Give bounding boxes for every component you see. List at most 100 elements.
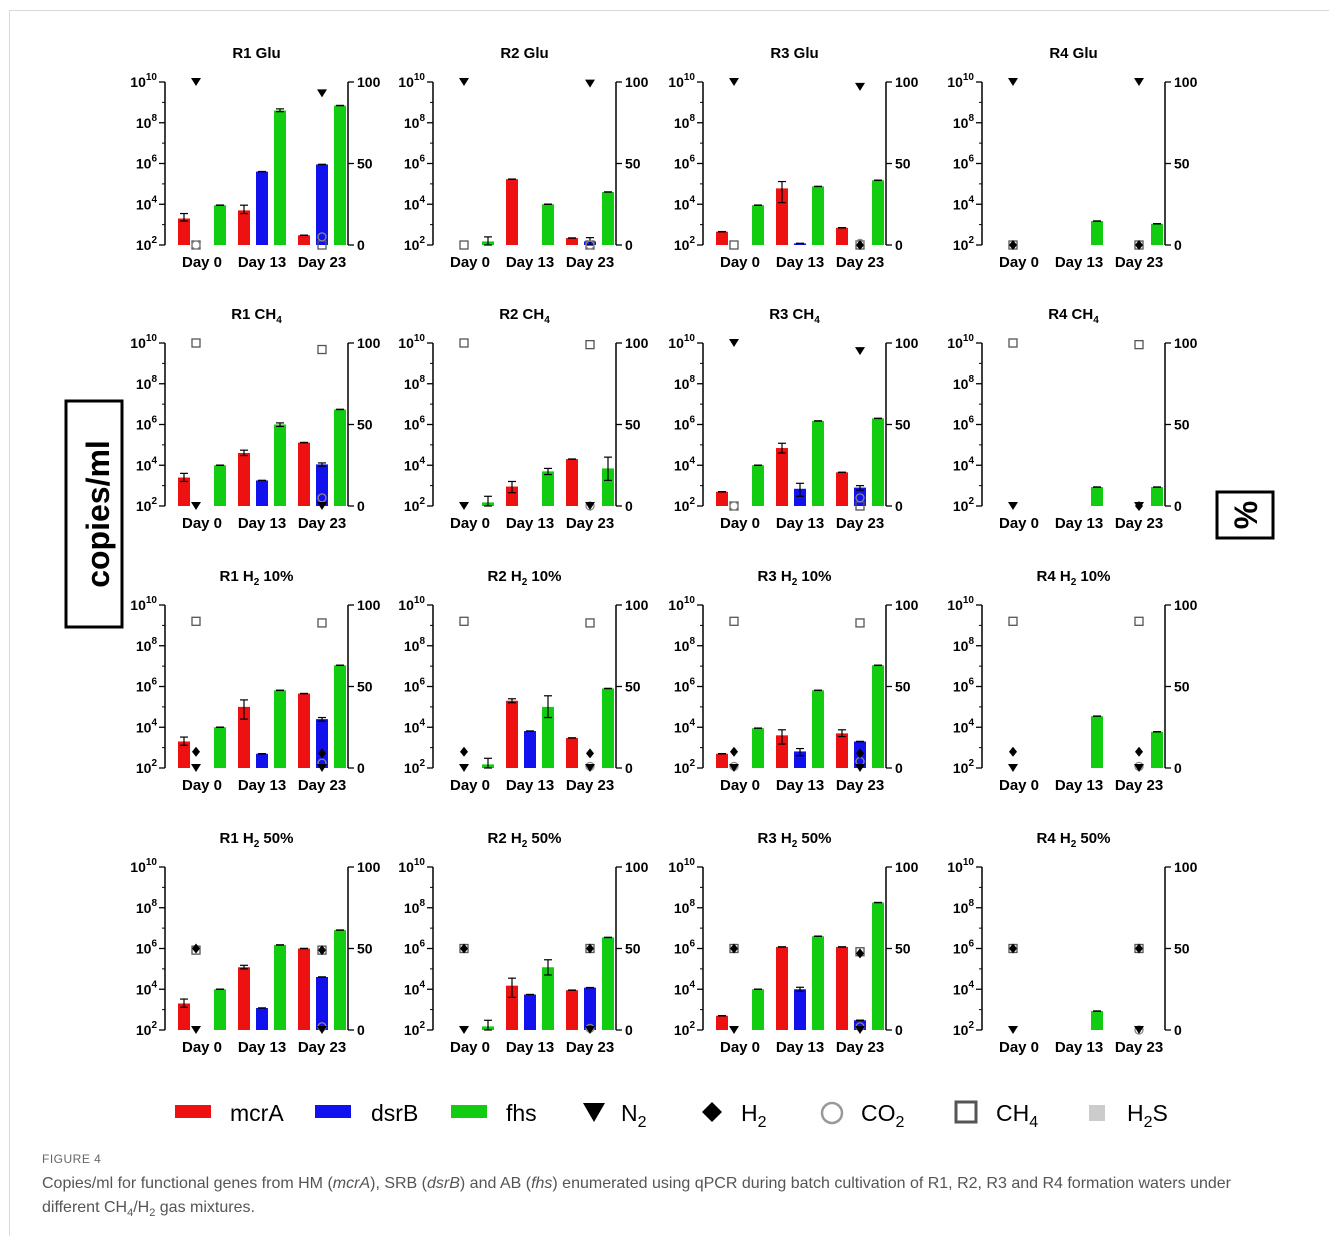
panel-4: R1 CH4 102 104 106 108 1010 0 50 100 Day 0 Day 13 D… (130, 306, 380, 532)
y2-tick-label: 50 (1174, 941, 1190, 957)
y2-tick-label: 0 (895, 760, 903, 776)
x-tick-label: Day 13 (506, 254, 554, 271)
gas-marker-n2 (1008, 764, 1018, 772)
legend-label: N2 (621, 1100, 647, 1131)
x-tick-label: Day 13 (1055, 515, 1103, 532)
x-tick-label: Day 13 (506, 1039, 554, 1056)
y-tick-label: 108 (136, 636, 158, 654)
y-tick-label: 1010 (668, 857, 695, 875)
gas-marker-n2 (729, 78, 739, 86)
y-tick-label: 1010 (130, 333, 157, 351)
gas-marker-n2 (729, 764, 739, 772)
x-tick-label: Day 13 (238, 1039, 286, 1056)
bar-dsrB (524, 994, 536, 1030)
y2-tick-label: 50 (625, 679, 641, 695)
y2-tick-label: 100 (1174, 597, 1198, 613)
panel-title: R1 CH4 (231, 306, 282, 326)
panel-title: R2 CH4 (499, 306, 550, 326)
y2-tick-label: 50 (625, 156, 641, 172)
bar-fhs (1151, 487, 1163, 506)
gas-marker-n2 (459, 764, 469, 772)
bar-mcrA (238, 452, 250, 506)
panel-title: R4 CH4 (1048, 306, 1099, 326)
gas-marker-n2 (459, 1026, 469, 1034)
x-tick-label: Day 0 (720, 777, 760, 794)
bar-mcrA (178, 1003, 190, 1030)
y-tick-label: 102 (953, 1020, 975, 1038)
y-tick-label: 108 (404, 636, 426, 654)
x-tick-label: Day 0 (720, 254, 760, 271)
gas-marker-co2 (191, 240, 201, 250)
x-tick-label: Day 23 (298, 515, 346, 532)
bar-fhs (812, 690, 824, 768)
panel-title: R2 H2 50% (488, 830, 562, 850)
x-tick-label: Day 23 (836, 1039, 884, 1056)
y-tick-label: 1010 (668, 333, 695, 351)
y2-tick-label: 0 (625, 498, 633, 514)
bar-fhs (872, 418, 884, 506)
x-tick-label: Day 0 (999, 1039, 1039, 1056)
y-tick-label: 108 (953, 374, 975, 392)
y-tick-label: 1010 (668, 595, 695, 613)
y-tick-label: 104 (953, 717, 975, 735)
bar-dsrB (316, 719, 328, 768)
y2-tick-label: 100 (625, 597, 649, 613)
gas-marker-co2 (317, 493, 327, 503)
x-tick-label: Day 23 (836, 777, 884, 794)
gas-marker-ch4 (459, 616, 469, 626)
y2-tick-label: 0 (357, 1022, 365, 1038)
bar-mcrA (298, 235, 310, 245)
legend-label: CO2 (861, 1100, 905, 1131)
panel-8: R1 H2 10% 102 104 106 108 1010 0 50 100 Day 0 Day … (130, 568, 380, 794)
y-tick-label: 104 (136, 979, 158, 997)
x-tick-label: Day 0 (720, 515, 760, 532)
gas-marker-n2 (855, 764, 865, 772)
x-tick-label: Day 13 (776, 254, 824, 271)
gas-marker-n2 (1134, 78, 1144, 86)
bar-fhs (812, 936, 824, 1030)
gas-marker-n2 (1134, 502, 1144, 510)
y2-tick-label: 100 (625, 859, 649, 875)
y2-tick-label: 50 (357, 679, 373, 695)
panel-14: R3 H2 50% 102 104 106 108 1010 0 50 100 Day 0 Day … (668, 830, 918, 1056)
gas-marker-h2 (586, 748, 594, 759)
bar-dsrB (316, 976, 328, 1030)
bar-fhs (1151, 223, 1163, 245)
y2-tick-label: 0 (1174, 1022, 1182, 1038)
y-tick-label: 108 (953, 113, 975, 131)
y2-tick-label: 100 (625, 335, 649, 351)
y-tick-label: 104 (953, 455, 975, 473)
y-tick-label: 108 (136, 898, 158, 916)
figure-label: FIGURE 4 (42, 1152, 102, 1166)
x-tick-label: Day 23 (566, 254, 614, 271)
bar-dsrB (256, 753, 268, 768)
y-tick-label: 108 (674, 898, 696, 916)
bar-fhs (214, 205, 226, 245)
y-tick-label: 104 (674, 717, 696, 735)
legend-item-ch4: CH4 (954, 1100, 1038, 1131)
gas-marker-ch4 (1008, 616, 1018, 626)
panel-title: R3 CH4 (769, 306, 820, 326)
x-tick-label: Day 0 (450, 777, 490, 794)
bar-mcrA (566, 737, 578, 768)
panel-title: R3 Glu (770, 45, 818, 62)
y-tick-label: 106 (674, 154, 696, 172)
panel-12: R1 H2 50% 102 104 106 108 1010 0 50 100 Day 0 Day … (130, 830, 380, 1056)
y-tick-label: 102 (136, 758, 158, 776)
gas-marker-ch4 (1134, 339, 1144, 350)
y-tick-label: 108 (136, 113, 158, 131)
gas-marker-h2 (318, 945, 326, 956)
figure-frame (9, 10, 1329, 1236)
bar-fhs (1091, 487, 1103, 506)
panel-title: R4 H2 50% (1037, 830, 1111, 850)
bar-fhs (872, 665, 884, 768)
bar-mcrA (836, 472, 848, 506)
y-tick-label: 108 (136, 374, 158, 392)
panel-11: R4 H2 10% 102 104 106 108 1010 0 50 100 Day 0 Day … (947, 568, 1197, 794)
x-tick-label: Day 23 (836, 515, 884, 532)
gas-marker-h2 (1135, 943, 1143, 954)
y-tick-label: 1010 (130, 595, 157, 613)
x-tick-label: Day 13 (776, 1039, 824, 1056)
bar-mcrA (836, 227, 848, 245)
y2-label-box (1215, 490, 1275, 540)
